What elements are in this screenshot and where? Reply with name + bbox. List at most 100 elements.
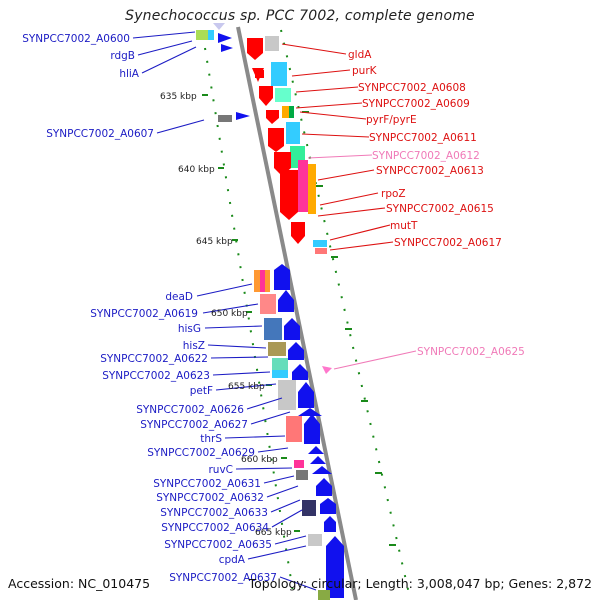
gene-label[interactable]: SYNPCC7002_A0600 [22,33,130,45]
gene-feature [298,408,322,416]
gene-label[interactable]: SYNPCC7002_A0609 [362,98,470,110]
gene-label[interactable]: pyrF/pyrE [366,114,417,126]
gene-feature [304,414,320,444]
gene-feature [208,30,214,40]
gene-label[interactable]: SYNPCC7002_A0619 [90,308,198,320]
gene-feature [308,164,316,214]
gene-feature [260,270,265,292]
scale-label: 655 kbp [228,382,265,392]
gene-feature [296,470,308,480]
gene-label[interactable]: SYNPCC7002_A0631 [153,478,261,490]
gene-label[interactable]: purK [352,65,378,77]
gene-feature [259,86,273,98]
gene-label[interactable]: SYNPCC7002_A0626 [136,404,244,416]
gene-feature [292,364,308,380]
gene-feature [302,500,316,516]
gene-label[interactable]: SYNPCC7002_A0617 [394,237,502,249]
gene-feature [312,466,332,474]
gene-feature [282,106,289,118]
genome-backbone [236,26,358,600]
scale-label: 635 kbp [160,92,197,102]
gene-label[interactable]: SYNPCC7002_A0632 [156,492,264,504]
gene-feature [218,33,232,43]
gene-label[interactable]: SYNPCC7002_A0633 [160,507,268,519]
gene-feature [278,380,296,410]
gene-label[interactable]: SYNPCC7002_A0629 [147,447,255,459]
gene-feature [272,370,288,378]
scale-label: 665 kbp [255,528,292,538]
gene-feature [288,342,304,360]
gene-label[interactable]: SYNPCC7002_A0635 [164,539,272,551]
gene-label[interactable]: rpoZ [381,188,406,200]
gene-feature [294,460,304,468]
gene-label[interactable]: gldA [348,49,372,61]
gene-feature [289,106,294,118]
gene-feature [254,270,260,292]
right-leader-lines [281,43,394,251]
gene-feature [266,118,279,124]
gene-feature [259,98,273,106]
gene-label[interactable]: SYNPCC7002_A0637 [169,572,277,584]
gene-feature [298,160,308,212]
gene-feature [315,248,327,254]
gene-feature [213,23,225,30]
scale-labels: 635 kbp 640 kbp 645 kbp 650 kbp 655 kbp … [160,92,292,538]
gene-feature [280,170,298,212]
gene-feature [268,342,286,356]
gene-label[interactable]: SYNPCC7002_A0607 [46,128,154,140]
gene-feature [264,318,282,340]
gene-feature [260,294,276,314]
scale-label: 640 kbp [178,165,215,175]
gene-feature [280,212,298,220]
gene-feature [196,30,208,40]
gene-feature [265,36,279,51]
gene-label[interactable]: deaD [165,291,193,303]
gene-feature [318,590,330,600]
scale-ticks [202,94,396,546]
gene-label[interactable]: SYNPCC7002_A0611 [369,132,477,144]
gene-feature [298,382,314,408]
gene-feature [268,146,284,152]
gene-label[interactable]: SYNPCC7002_A0613 [376,165,484,177]
gene-feature [291,222,305,236]
gene-label[interactable]: SYNPCC7002_A0622 [100,353,208,365]
right-gene-labels: gldA purK SYNPCC7002_A0608 SYNPCC7002_A0… [348,49,525,358]
gene-label[interactable]: SYNPCC7002_A0625 [417,346,525,358]
gene-label[interactable]: SYNPCC7002_A0627 [140,419,248,431]
topology-text: Topology: circular; Length: 3,008,047 bp… [248,576,592,591]
reverse-strand-genes [247,36,332,374]
gene-feature [271,62,287,86]
gene-label[interactable]: hliA [119,68,139,80]
gene-label[interactable]: ruvC [208,464,233,476]
gene-label[interactable]: petF [190,385,213,397]
gene-feature [320,498,336,514]
gene-feature [286,416,302,442]
gene-label[interactable]: SYNPCC7002_A0623 [102,370,210,382]
gene-label[interactable]: SYNPCC7002_A0608 [358,82,466,94]
scale-label: 645 kbp [196,237,233,247]
gene-feature [316,478,332,496]
gene-feature [266,110,279,118]
gene-feature [236,112,250,120]
accession-text: Accession: NC_010475 [8,576,151,591]
left-gene-labels: SYNPCC7002_A0600 rdgB hliA SYNPCC7002_A0… [22,33,277,584]
gene-label[interactable]: hisG [178,323,201,335]
gene-label[interactable]: thrS [200,433,222,445]
gene-label[interactable]: hisZ [183,340,205,352]
gene-feature [221,44,233,52]
gene-label[interactable]: cpdA [219,554,246,566]
gene-label[interactable]: SYNPCC7002_A0634 [161,522,269,534]
gene-feature [291,236,305,244]
tick-guides [204,29,411,599]
gene-feature [247,53,263,60]
gene-feature [310,456,326,464]
gene-label[interactable]: SYNPCC7002_A0612 [372,150,480,162]
gene-feature [255,70,264,78]
gene-label[interactable]: SYNPCC7002_A0615 [386,203,494,215]
gene-feature [308,534,322,546]
gene-label[interactable]: rdgB [110,50,135,62]
gene-feature [268,128,284,146]
left-leader-lines [132,31,317,591]
gene-label[interactable]: mutT [390,220,418,232]
gene-feature [284,318,300,340]
